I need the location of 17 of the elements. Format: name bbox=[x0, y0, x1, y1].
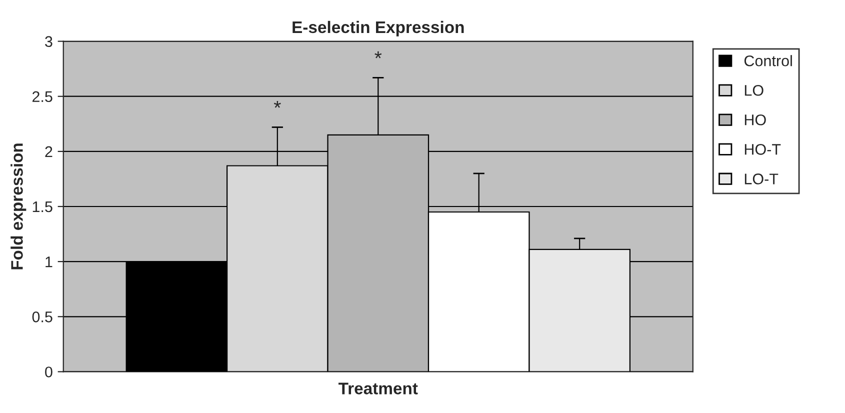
x-axis-title: Treatment bbox=[338, 382, 418, 394]
legend-label: HO-T bbox=[744, 144, 781, 155]
y-tick-label: 1 bbox=[46, 256, 52, 268]
chart-title: E-selectin Expression bbox=[292, 20, 464, 36]
annotation: * bbox=[274, 100, 281, 108]
y-axis-title: Fold expression bbox=[10, 144, 26, 270]
y-tick-label: 0 bbox=[45, 366, 52, 378]
annotation: * bbox=[374, 51, 382, 58]
y-tick-label: 1.5 bbox=[32, 202, 52, 212]
y-tick-label: 2 bbox=[45, 146, 52, 157]
legend-label: HO bbox=[744, 114, 766, 126]
y-tick-label: 3 bbox=[45, 36, 52, 47]
y-tick-label: 2.5 bbox=[32, 91, 52, 102]
legend-label: LO-T bbox=[744, 174, 778, 184]
y-tick-label: 0.5 bbox=[32, 312, 52, 322]
legend-label: Control bbox=[744, 55, 792, 66]
legend-label: LO bbox=[744, 84, 764, 96]
